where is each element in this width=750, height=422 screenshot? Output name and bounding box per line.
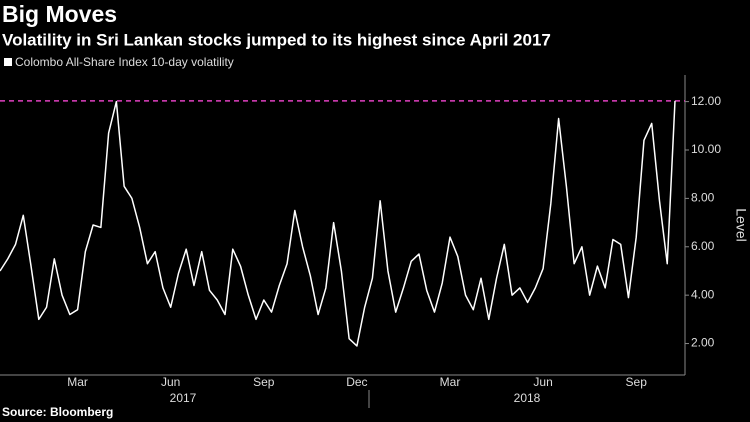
y-tick-label: 2.00 <box>691 336 715 350</box>
y-tick-label: 6.00 <box>691 239 715 253</box>
legend-swatch <box>4 58 12 66</box>
series-line <box>0 100 676 347</box>
legend-label: Colombo All-Share Index 10-day volatilit… <box>15 55 234 69</box>
x-tick-label: Mar <box>440 375 461 389</box>
chart-subtitle: Volatility in Sri Lankan stocks jumped t… <box>2 30 551 49</box>
x-tick-label: Sep <box>626 375 648 389</box>
x-tick-label: Mar <box>67 375 88 389</box>
y-axis-label: Level <box>733 208 749 241</box>
year-label: 2017 <box>170 391 197 405</box>
x-tick-label: Dec <box>346 375 367 389</box>
y-tick-label: 8.00 <box>691 191 715 205</box>
x-tick-label: Jun <box>161 375 180 389</box>
y-tick-label: 10.00 <box>691 142 721 156</box>
y-tick-label: 12.00 <box>691 94 721 108</box>
x-tick-label: Jun <box>533 375 552 389</box>
chart-title: Big Moves <box>2 1 117 27</box>
source: Source: Bloomberg <box>2 405 113 419</box>
x-tick-label: Sep <box>253 375 275 389</box>
year-label: 2018 <box>514 391 541 405</box>
y-tick-label: 4.00 <box>691 287 715 301</box>
